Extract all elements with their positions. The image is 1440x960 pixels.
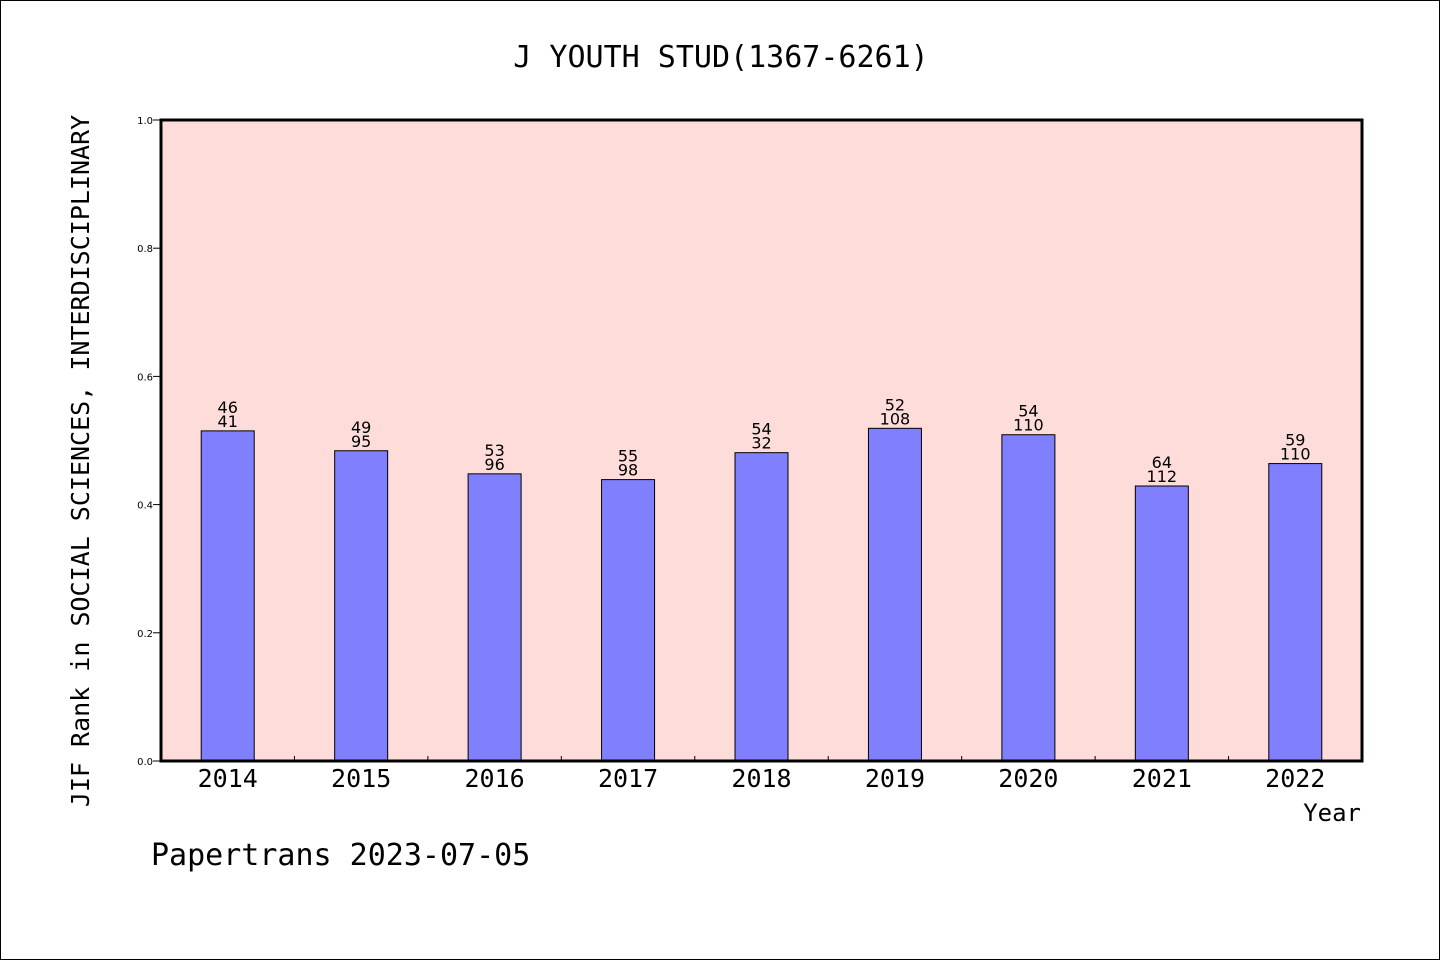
bar-label-top: 64 <box>1152 453 1172 472</box>
y-tick-label: 0.2 <box>137 629 153 640</box>
bar-label-top: 46 <box>218 398 238 417</box>
x-axis: 2014 2015 2016 2017 2018 2019 2020 2021 2022 <box>198 756 1325 793</box>
x-tick-label: 2019 <box>865 764 925 793</box>
bar-label-bottom: 110 <box>1280 445 1311 464</box>
x-tick-label: 2020 <box>998 764 1058 793</box>
bar-label-top: 54 <box>1018 402 1038 421</box>
bar-series <box>200 427 1323 762</box>
x-axis-label: Year <box>1303 799 1361 827</box>
bar <box>334 450 389 762</box>
bar <box>734 452 789 762</box>
bar-label-top: 54 <box>751 420 771 439</box>
bar-label-top: 49 <box>351 418 371 437</box>
y-axis-label: JIF Rank in SOCIAL SCIENCES, INTERDISCIP… <box>66 115 95 807</box>
plot-border <box>159 118 1364 763</box>
x-tick-label: 2017 <box>598 764 658 793</box>
bar <box>1001 434 1056 762</box>
chart-title: J YOUTH STUD(1367-6261) <box>513 40 928 75</box>
bar <box>601 479 656 762</box>
bar-label-top: 52 <box>885 395 905 414</box>
bar-label-bottom: 110 <box>1013 416 1044 435</box>
y-tick-label: 1.0 <box>137 116 153 127</box>
bar-label-top: 59 <box>1285 431 1305 450</box>
x-tick-label: 2018 <box>731 764 791 793</box>
bar-label-bottom: 96 <box>484 455 504 474</box>
y-tick-label: 0.8 <box>137 244 153 255</box>
y-axis: 0.0 0.2 0.4 0.6 0.8 1.0 <box>137 116 161 768</box>
bar-label-top: 55 <box>618 447 638 466</box>
footer-credit: Papertrans 2023-07-05 <box>151 838 530 873</box>
bar <box>200 430 255 762</box>
bar <box>867 427 922 762</box>
bar-label-bottom: 95 <box>351 432 371 451</box>
y-tick-label: 0.4 <box>137 501 153 512</box>
y-tick-label: 0.0 <box>137 757 153 768</box>
x-tick-label: 2016 <box>465 764 525 793</box>
x-tick-label: 2022 <box>1265 764 1325 793</box>
bar-label-bottom: 98 <box>618 461 638 480</box>
y-tick-label: 0.6 <box>137 372 153 383</box>
bar-label-bottom: 32 <box>751 434 771 453</box>
bar-label-bottom: 41 <box>218 412 238 431</box>
bar-label-bottom: 112 <box>1147 467 1178 486</box>
bar-label-top: 53 <box>484 441 504 460</box>
bar-label-bottom: 108 <box>880 409 911 428</box>
bar <box>1268 463 1323 762</box>
bar <box>467 473 522 762</box>
x-tick-label: 2015 <box>331 764 391 793</box>
bar <box>1134 485 1189 762</box>
x-tick-label: 2021 <box>1132 764 1192 793</box>
x-tick-label: 2014 <box>198 764 258 793</box>
